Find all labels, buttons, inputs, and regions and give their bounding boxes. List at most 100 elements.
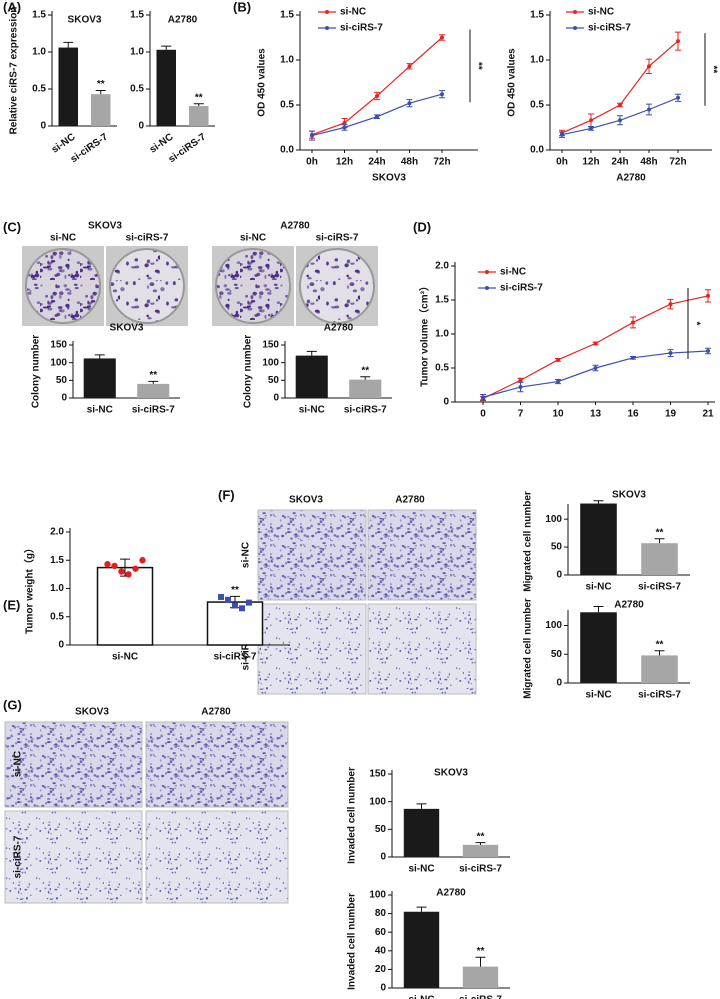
bar: [83, 358, 116, 398]
y-axis-label: Tumor weight（g）: [23, 543, 36, 634]
data-point: [440, 35, 444, 40]
label: si-NC: [13, 751, 24, 777]
x-tick-label: si-ciRS-7: [459, 995, 502, 999]
y-tick-label: 150: [262, 340, 279, 351]
x-tick-label: 13: [590, 409, 602, 420]
y-axis-label: Invaded cell number: [347, 767, 358, 864]
y-tick-label: 1.0: [280, 55, 294, 66]
chart-title: A2780: [614, 600, 644, 611]
y-tick-label: 1.5: [50, 555, 64, 566]
x-tick-label: 19: [665, 409, 677, 420]
legend-marker: [573, 26, 577, 30]
y-tick-label: 0.0: [280, 145, 294, 156]
y-tick-label: 0.5: [280, 100, 294, 111]
data-point: [232, 602, 238, 609]
micrograph: [145, 810, 289, 904]
data-point: [375, 94, 379, 98]
data-point: [125, 571, 132, 578]
error-bar: [416, 906, 427, 912]
y-tick-label: 1.0: [530, 55, 544, 66]
significance: **: [477, 946, 485, 957]
error-bar: [63, 41, 74, 48]
y-tick-label: 0: [380, 983, 386, 994]
y-axis-label: Invaded cell number: [347, 893, 358, 990]
panel-label: (A): [3, 0, 21, 14]
y-tick-label: 0: [58, 640, 64, 651]
label: si-NC: [241, 542, 252, 568]
y-tick-label: 1.0: [50, 583, 64, 594]
chart: 0 0.5 1.0 1.5 2.0 Tumor volume（cm³） 0 7 10 13 16 19…: [418, 261, 715, 420]
chart: 0 50 100 Migrated cell number A2780 si-NC si-c…: [523, 598, 690, 701]
panel-label: (F): [218, 487, 235, 502]
micrograph: [145, 721, 289, 808]
chart: 0 0.5 1.0 1.5 2.0 Tumor weight（g） si-NC si-ciRS…: [23, 527, 290, 663]
significance: **: [656, 639, 664, 650]
bar: [462, 844, 499, 857]
x-tick-label: 24h: [611, 157, 628, 168]
error-bar: [416, 803, 427, 809]
error-bar: [475, 842, 486, 845]
x-tick-label: 72h: [433, 157, 450, 168]
label: si-NC: [240, 233, 266, 244]
y-tick-label: 50: [551, 649, 563, 660]
x-tick-label: si-NC: [408, 864, 434, 875]
data-point: [556, 379, 560, 384]
x-tick-label: 48h: [401, 157, 418, 168]
y-axis-label: OD 450 values: [257, 48, 268, 117]
label: A2780: [395, 495, 425, 506]
data-point: [375, 114, 379, 119]
y-tick-label: 1.0: [435, 329, 449, 340]
x-tick-label: 48h: [640, 157, 657, 168]
error-bar: [654, 538, 665, 544]
x-tick-label: si-ciRS-7: [132, 405, 175, 416]
colony-plate: [25, 248, 101, 324]
y-tick-label: 0: [273, 393, 279, 404]
x-tick-label: si-ciRS-7: [638, 582, 681, 593]
significance: **: [656, 527, 664, 538]
y-tick-label: 0.5: [50, 611, 64, 622]
data-point: [239, 605, 245, 612]
bar: [580, 503, 617, 575]
y-tick-label: 0: [138, 121, 144, 132]
chart-title: A2780: [324, 323, 354, 334]
significance: **: [195, 92, 203, 103]
label: si-ciRS-7: [241, 627, 252, 670]
y-tick-label: 0: [556, 678, 562, 689]
data-point: [246, 599, 252, 606]
data-point: [139, 557, 146, 564]
label: si-NC: [50, 233, 76, 244]
x-tick-label: si-ciRS-7: [69, 131, 111, 165]
bar: [641, 543, 678, 575]
chart: 0 50 100 150 Colony number A2780 si-NC si-ciRS-…: [243, 323, 392, 416]
x-tick-label: 0h: [556, 157, 568, 168]
significance: **: [231, 585, 239, 596]
data-point: [618, 118, 622, 123]
error-bar: [94, 354, 105, 359]
legend-marker: [573, 10, 577, 14]
x-axis-label: A2780: [616, 173, 646, 184]
y-tick-label: 1.0: [32, 47, 46, 58]
data-point: [676, 39, 680, 44]
label: SKOV3: [289, 495, 323, 506]
data-point: [593, 366, 598, 370]
error-bar: [95, 89, 106, 95]
data-point: [111, 562, 118, 570]
data-point: [589, 118, 593, 123]
error-bar: [193, 103, 204, 107]
x-tick-label: si-NC: [585, 582, 611, 593]
y-axis-label: Tumor volume（cm³）: [418, 281, 431, 387]
x-axis-label: SKOV3: [372, 173, 406, 184]
x-tick-label: si-ciRS-7: [214, 652, 257, 663]
chart-title: A2780: [436, 888, 466, 899]
x-tick-label: 24h: [368, 157, 385, 168]
x-tick-label: 10: [552, 409, 564, 420]
y-tick-label: 0: [61, 393, 67, 404]
chart-title: A2780: [168, 15, 198, 26]
y-tick-label: 1.5: [280, 10, 294, 21]
y-axis-label: Migrated cell number: [523, 598, 534, 699]
chart: 0 50 100 150 Colony number SKOV3 si-NC si-ciRS-…: [31, 323, 180, 416]
y-tick-label: 1.5: [32, 10, 46, 21]
label: SKOV3: [88, 221, 122, 232]
